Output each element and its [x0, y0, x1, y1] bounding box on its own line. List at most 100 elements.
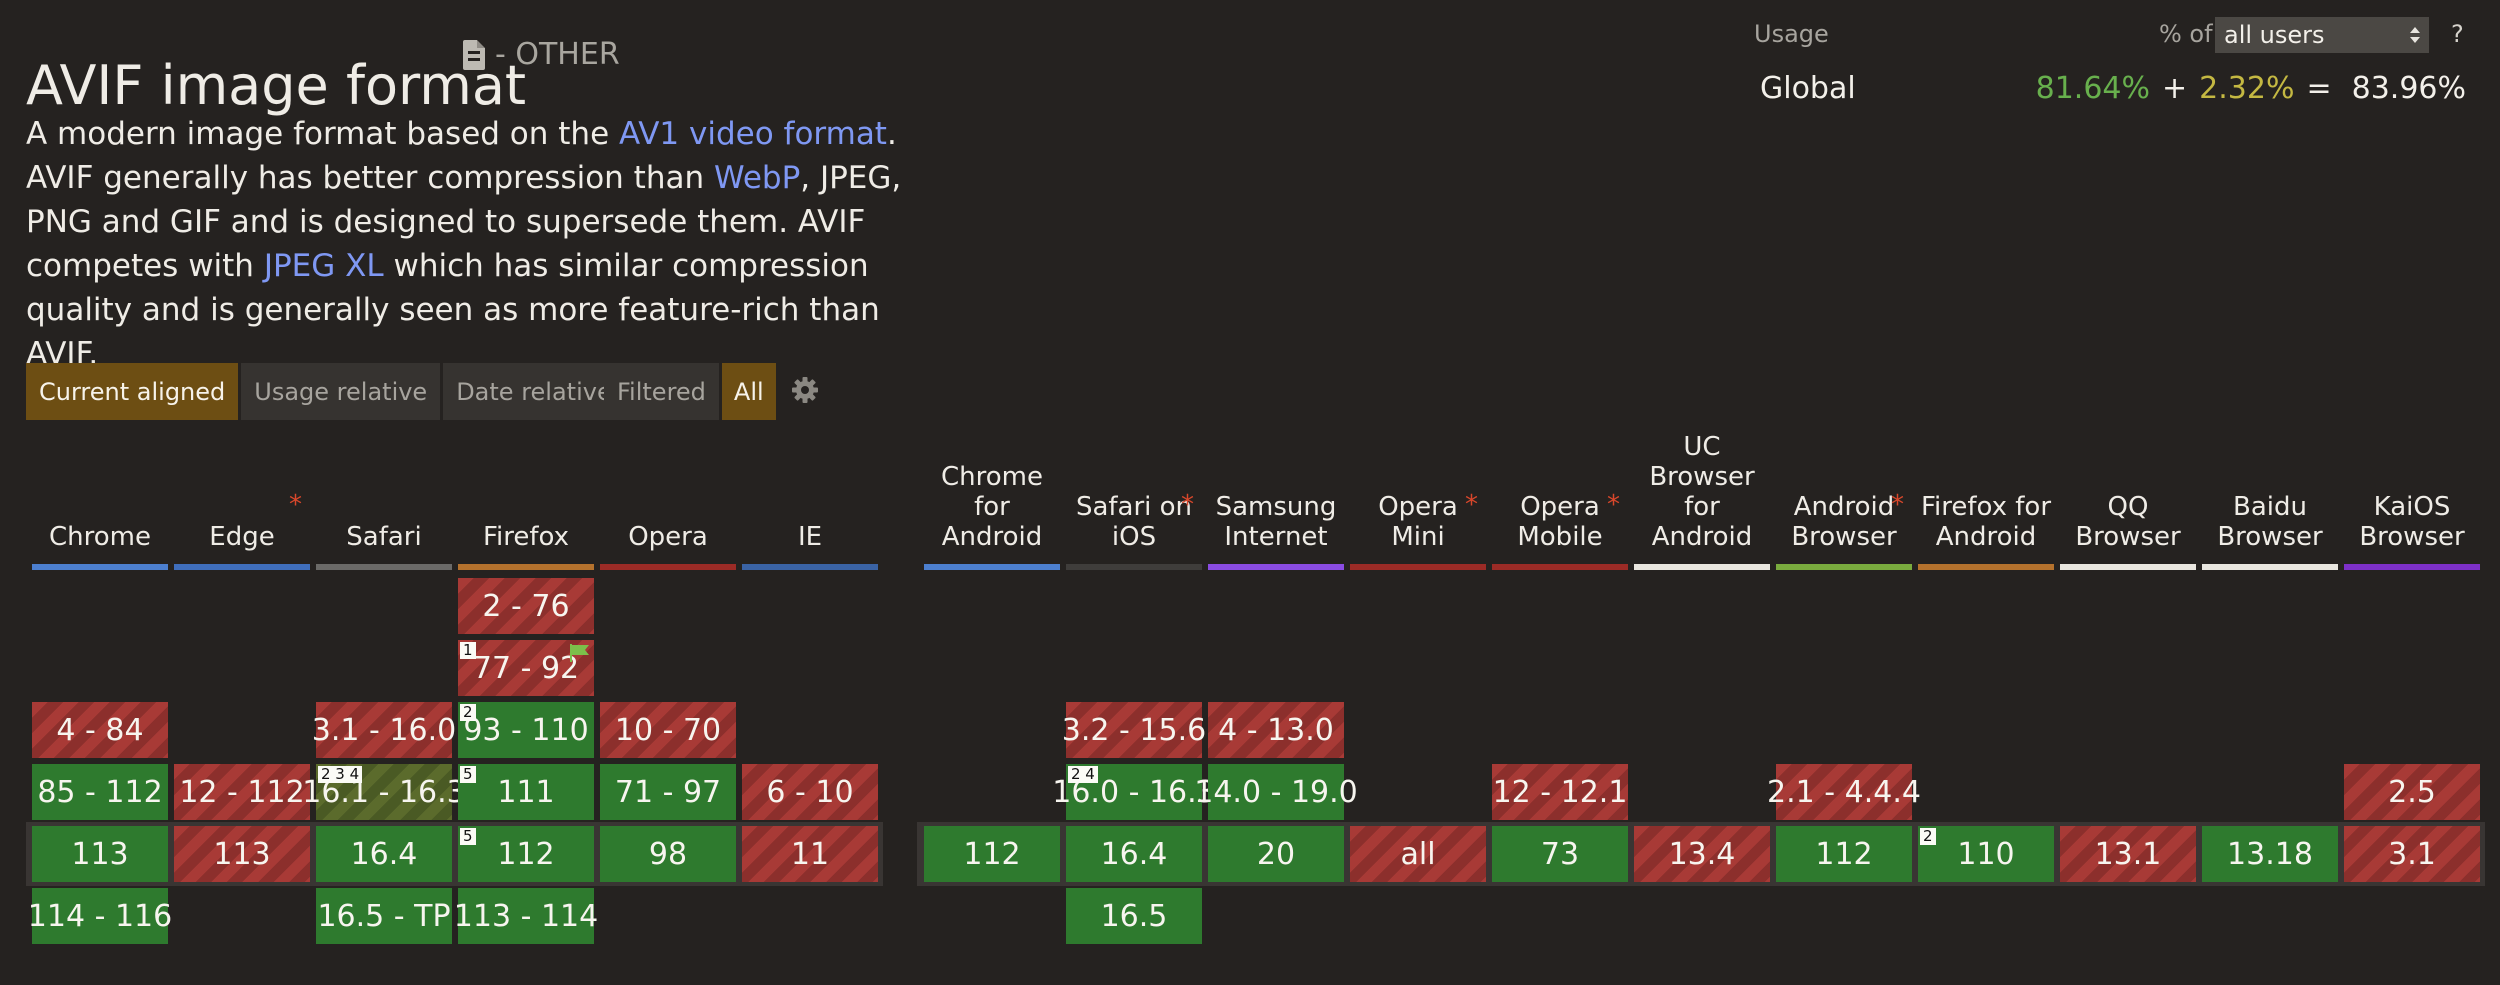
browser-header-edge[interactable]: Edge *	[174, 430, 310, 570]
browser-header-android[interactable]: Android Browser *	[1776, 430, 1912, 570]
note-badge: 5	[460, 766, 476, 783]
version-range: 11	[790, 836, 830, 872]
browser-header-chrome[interactable]: Chrome	[32, 430, 168, 570]
support-cell-chrome[interactable]: 4 - 84	[32, 702, 168, 758]
browser-header-qq[interactable]: QQ Browser	[2060, 430, 2196, 570]
browser-header-firefox[interactable]: Firefox	[458, 430, 594, 570]
support-cell-safari[interactable]: 16.4	[316, 826, 452, 882]
support-cell-opera-mobile[interactable]: 73	[1492, 826, 1628, 882]
support-cell-android[interactable]: 2.1 - 4.4.4	[1767, 764, 1921, 820]
support-cell-chrome-android[interactable]: 112	[924, 826, 1060, 882]
jpeg-xl-link[interactable]: JPEG XL	[263, 248, 384, 284]
support-cell-kaios[interactable]: 2.5	[2344, 764, 2480, 820]
version-range: 85 - 112	[37, 774, 163, 810]
support-cell-qq[interactable]: 13.1	[2060, 826, 2196, 882]
browser-header-safari-ios[interactable]: Safari on iOS *	[1066, 430, 1202, 570]
version-range: 4 - 13.0	[1218, 712, 1334, 748]
category-label: - OTHER	[495, 37, 620, 72]
support-cell-edge[interactable]: 113	[174, 826, 310, 882]
browser-header-ie[interactable]: IE	[742, 430, 878, 570]
browser-name: Baidu Browser	[2217, 492, 2323, 552]
version-range: 10 - 70	[614, 712, 722, 748]
support-cell-opera[interactable]: 71 - 97	[600, 764, 736, 820]
browser-color-bar	[924, 564, 1060, 570]
support-cell-android[interactable]: 112	[1776, 826, 1912, 882]
version-range: 14.0 - 19.0	[1194, 774, 1358, 810]
tab-current-aligned[interactable]: Current aligned	[26, 363, 239, 420]
browser-header-opera[interactable]: Opera	[600, 430, 736, 570]
browser-color-bar	[2344, 564, 2480, 570]
view-mode-tabs: Current aligned Usage relative Date rela…	[26, 363, 625, 420]
support-cell-baidu[interactable]: 13.18	[2202, 826, 2338, 882]
support-cell-opera[interactable]: 98	[600, 826, 736, 882]
browser-header-kaios[interactable]: KaiOS Browser	[2344, 430, 2480, 570]
note-badge: 2	[460, 704, 476, 721]
support-cell-firefox-android[interactable]: 110 2	[1918, 826, 2054, 882]
support-cell-chrome[interactable]: 114 - 116	[28, 888, 172, 944]
note-badge: 2 3 4	[318, 766, 363, 783]
total-usage: 83.96%	[2351, 71, 2466, 106]
webp-link[interactable]: WebP	[713, 160, 801, 196]
browser-name: UC Browser for Android	[1649, 432, 1755, 552]
support-cell-firefox[interactable]: 77 - 92 1	[458, 640, 594, 696]
browser-header-opera-mobile[interactable]: Opera Mobile *	[1492, 430, 1628, 570]
description-text-2: . AVIF generally has better compression …	[26, 116, 897, 196]
support-cell-chrome[interactable]: 113	[32, 826, 168, 882]
browser-header-baidu[interactable]: Baidu Browser	[2202, 430, 2338, 570]
plus-sign: +	[2162, 71, 2188, 106]
usage-stats: 81.64% + 2.32% = 83.96%	[2036, 71, 2466, 106]
support-cell-samsung[interactable]: 14.0 - 19.0	[1194, 764, 1358, 820]
support-cell-chrome[interactable]: 85 - 112	[32, 764, 168, 820]
browser-header-uc[interactable]: UC Browser for Android	[1634, 430, 1770, 570]
description-text-1: A modern image format based on the	[26, 116, 619, 152]
support-cell-opera[interactable]: 10 - 70	[600, 702, 736, 758]
version-range: 2 - 76	[482, 588, 570, 624]
tab-all[interactable]: All	[721, 363, 776, 420]
version-range: 111	[497, 774, 555, 810]
supported-usage: 81.64%	[2035, 71, 2151, 106]
support-cell-samsung[interactable]: 4 - 13.0	[1208, 702, 1344, 758]
help-link[interactable]: ?	[2451, 20, 2464, 48]
support-cell-ie[interactable]: 6 - 10	[742, 764, 878, 820]
browser-name: Samsung Internet	[1215, 492, 1337, 552]
support-cell-safari[interactable]: 16.1 - 16.3 2 3 4	[302, 764, 466, 820]
support-cell-firefox[interactable]: 2 - 76	[458, 578, 594, 634]
browser-header-safari[interactable]: Safari	[316, 430, 452, 570]
support-cell-opera-mini[interactable]: all	[1350, 826, 1486, 882]
browser-color-bar	[1918, 564, 2054, 570]
version-range: 113 - 114	[453, 898, 599, 934]
av1-link[interactable]: AV1 video format	[619, 116, 887, 152]
browser-name: Safari	[346, 522, 422, 552]
tab-usage-relative[interactable]: Usage relative	[241, 363, 441, 420]
support-cell-safari-ios[interactable]: 16.5	[1066, 888, 1202, 944]
support-cell-firefox[interactable]: 93 - 110 2	[458, 702, 594, 758]
tab-date-relative[interactable]: Date relative	[443, 363, 625, 420]
browser-name: Chrome for Android	[941, 462, 1043, 552]
support-cell-ie[interactable]: 11	[742, 826, 878, 882]
support-cell-safari[interactable]: 3.1 - 16.0	[312, 702, 456, 758]
population-select[interactable]: all users	[2215, 17, 2429, 53]
support-cell-opera-mobile[interactable]: 12 - 12.1	[1492, 764, 1628, 820]
browser-name: QQ Browser	[2075, 492, 2181, 552]
support-cell-edge[interactable]: 12 - 112	[174, 764, 310, 820]
settings-gear-icon[interactable]	[790, 375, 820, 405]
support-cell-samsung[interactable]: 20	[1208, 826, 1344, 882]
version-range: 113	[71, 836, 129, 872]
support-cell-safari-ios[interactable]: 3.2 - 15.6	[1062, 702, 1206, 758]
version-range: 13.1	[2094, 836, 2162, 872]
support-cell-safari[interactable]: 16.5 - TP	[316, 888, 452, 944]
support-cell-firefox[interactable]: 111 5	[458, 764, 594, 820]
browser-header-firefox-android[interactable]: Firefox for Android	[1918, 430, 2054, 570]
support-cell-kaios[interactable]: 3.1	[2344, 826, 2480, 882]
browser-header-samsung[interactable]: Samsung Internet	[1208, 430, 1344, 570]
support-cell-firefox[interactable]: 113 - 114	[454, 888, 598, 944]
notes-asterisk-icon: *	[1181, 490, 1194, 520]
tab-filtered[interactable]: Filtered	[604, 363, 719, 420]
browser-header-chrome-android[interactable]: Chrome for Android	[924, 430, 1060, 570]
support-cell-safari-ios[interactable]: 16.0 - 16.3 2 4	[1052, 764, 1216, 820]
support-cell-safari-ios[interactable]: 16.4	[1066, 826, 1202, 882]
support-cell-firefox[interactable]: 112 5	[458, 826, 594, 882]
browser-header-opera-mini[interactable]: Opera Mini *	[1350, 430, 1486, 570]
support-cell-uc[interactable]: 13.4	[1634, 826, 1770, 882]
browser-color-bar	[1066, 564, 1202, 570]
